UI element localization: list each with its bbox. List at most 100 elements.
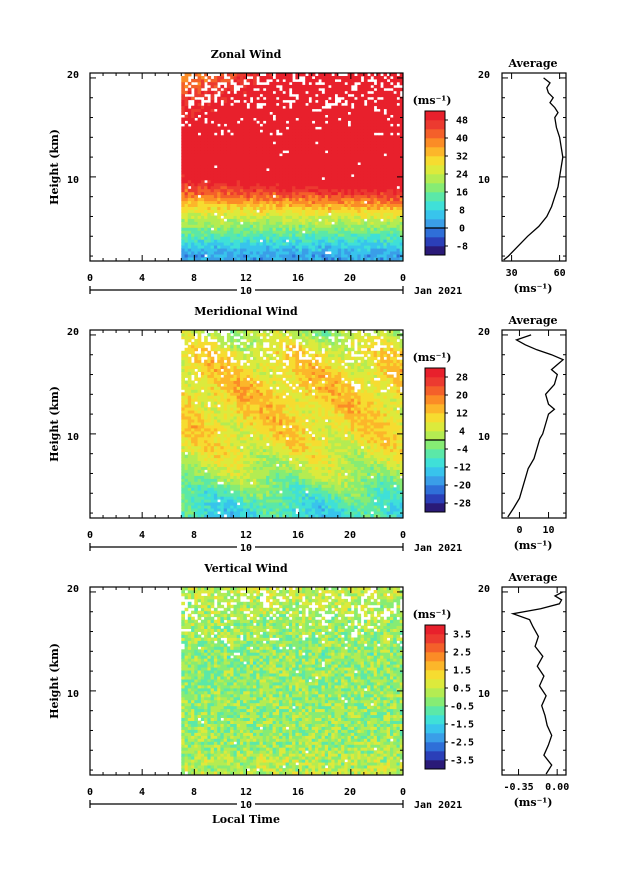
zonal-cbar-swatch [425,183,445,193]
zonal-cbar-tick: 16 [456,188,468,199]
meridional-cbar-swatch [425,494,445,504]
zonal-heatmap [181,73,403,261]
zonal-cbar-swatch [425,174,445,184]
vertical-xtick-16: 16 [292,787,304,798]
meridional-avg-ytick-10: 10 [478,432,490,443]
vertical-cbar-tick: -2.5 [450,738,474,749]
meridional-cbar-swatch [425,368,445,378]
meridional-cbar-swatch [425,476,445,486]
meridional-day-axis: 10 Jan 2021 [89,541,462,554]
meridional-avg-ytick-20: 20 [478,327,490,338]
vertical-cbar-tick: 1.5 [453,666,471,677]
meridional-cbar-swatch [425,503,445,513]
zonal-tick-marks [89,73,404,261]
meridional-cbar-tick: 12 [456,409,468,420]
meridional-cbar-swatch [425,413,445,423]
vertical-xtick-0: 0 [87,787,93,798]
zonal-xtick-12: 12 [240,273,252,284]
meridional-cbar-tick: -28 [453,499,471,510]
meridional-cbar-swatch [425,422,445,432]
zonal-cbar-swatch [425,228,445,238]
meridional-cbar-swatch [425,449,445,459]
vertical-cbar-swatch [425,733,445,743]
zonal-panel: Zonal Wind 0 4 8 12 16 20 0 10 20 Height… [48,48,567,297]
vertical-average-plot [501,586,567,776]
meridional-xtick-8: 8 [191,530,197,541]
zonal-average-profile-line [503,77,564,261]
vertical-cbar-tick: -3.5 [450,756,474,767]
zonal-y-axis: 10 20 [67,70,79,186]
meridional-average-xlabel: (ms⁻¹) [514,539,553,552]
zonal-average-xlabel: (ms⁻¹) [514,282,553,295]
zonal-cbar-units: (ms⁻¹) [413,94,452,107]
meridional-cbar-swatch [425,440,445,450]
meridional-avg-xtick: 0 [516,525,522,536]
vertical-avg-ytick-10: 10 [478,689,490,700]
vertical-avg-xtick: -0.35 [504,782,534,793]
zonal-ytick-10: 10 [67,175,79,186]
zonal-cbar-swatch [425,219,445,229]
vertical-cbar-ticks: 3.5 2.5 1.5 0.5 -0.5 -1.5 -2.5 -3.5 [450,630,474,767]
vertical-average-title: Average [507,571,557,584]
vertical-date-label: Jan 2021 [414,800,462,811]
meridional-date-label: Jan 2021 [414,543,462,554]
meridional-cbar-tick: -12 [453,463,471,474]
meridional-tick-marks [89,330,404,518]
vertical-cbar-swatch [425,760,445,770]
meridional-xtick-16: 16 [292,530,304,541]
vertical-cbar-units: (ms⁻¹) [413,608,452,621]
zonal-xtick-20: 20 [344,273,356,284]
zonal-cbar-swatch [425,111,445,121]
vertical-cbar-tick: 0.5 [453,684,471,695]
vertical-colorbar [424,624,448,770]
vertical-x-axis: 0 4 8 12 16 20 0 [87,787,406,798]
meridional-average-profile-line [507,334,565,518]
zonal-cbar-swatch [425,210,445,220]
zonal-cbar-ticks: 48 40 32 24 16 8 0 -8 [456,116,468,253]
vertical-xtick-4: 4 [139,787,145,798]
zonal-date-label: Jan 2021 [414,286,462,297]
meridional-cbar-tick: 28 [456,373,468,384]
meridional-cbar-swatch [425,458,445,468]
vertical-cbar-swatch [425,688,445,698]
meridional-average-title: Average [507,314,557,327]
zonal-cbar-swatch [425,246,445,256]
vertical-average-profile-line [510,591,563,775]
meridional-cbar-swatch [425,404,445,414]
meridional-ylabel: Height (km) [48,386,61,462]
meridional-cbar-swatch [425,431,445,441]
zonal-cbar-swatch [425,156,445,166]
meridional-average-plot [501,329,567,519]
zonal-xtick-4: 4 [139,273,145,284]
meridional-title: Meridional Wind [194,305,298,318]
zonal-cbar-swatch [425,192,445,202]
x-axis-label: Local Time [212,813,280,826]
vertical-avg-ytick-20: 20 [478,584,490,595]
meridional-panel: Meridional Wind 0 4 8 12 16 20 0 10 20 H… [48,305,567,554]
zonal-cbar-tick: 32 [456,152,468,163]
zonal-xtick-0: 0 [87,273,93,284]
vertical-xtick-24: 0 [400,787,406,798]
meridional-xtick-12: 12 [240,530,252,541]
zonal-avg-ytick-20: 20 [478,70,490,81]
zonal-cbar-swatch [425,120,445,130]
meridional-colorbar [424,367,448,513]
zonal-cbar-swatch [425,201,445,211]
zonal-cbar-tick: -8 [456,242,468,253]
meridional-xtick-20: 20 [344,530,356,541]
zonal-day-axis: 10 Jan 2021 [89,284,462,297]
vertical-xtick-8: 8 [191,787,197,798]
zonal-cbar-tick: 48 [456,116,468,127]
vertical-cbar-swatch [425,679,445,689]
meridional-cbar-tick: -20 [453,481,471,492]
vertical-cbar-tick: 2.5 [453,648,471,659]
vertical-cbar-swatch [425,697,445,707]
meridional-avg-xtick: 10 [542,525,554,536]
zonal-cbar-tick: 40 [456,134,468,145]
vertical-cbar-swatch [425,643,445,653]
vertical-cbar-swatch [425,661,445,671]
zonal-cbar-tick: 0 [459,224,465,235]
zonal-ylabel: Height (km) [48,129,61,205]
meridional-xtick-4: 4 [139,530,145,541]
